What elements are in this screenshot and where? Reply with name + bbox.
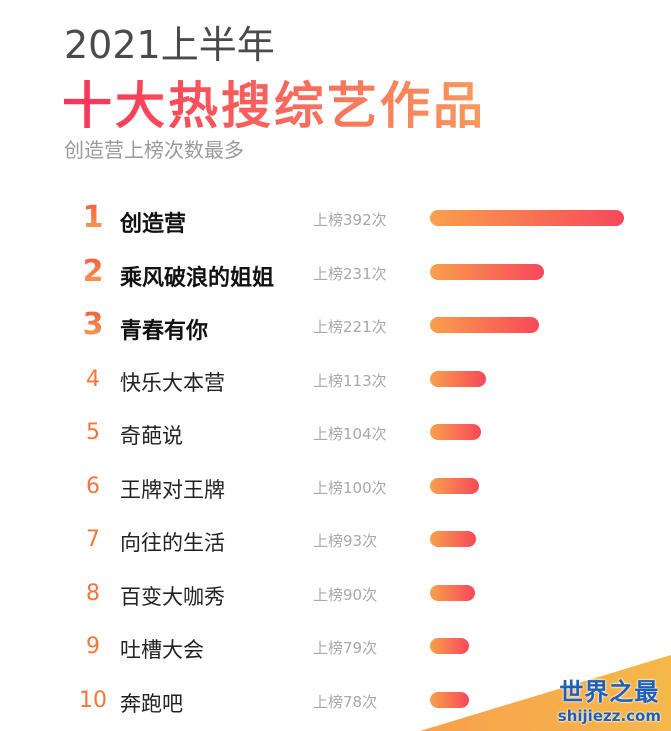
bar (430, 477, 480, 494)
value-label: 上榜113次 (313, 371, 387, 390)
rank-label: 7 (86, 527, 100, 552)
rank-label: 1 (78, 200, 108, 235)
category-label: 青春有你 (120, 319, 209, 344)
value-label: 上榜221次 (313, 318, 387, 336)
subtitle: 创造营上榜次数最多 (64, 138, 244, 162)
category-label: 奔跑吧 (120, 691, 183, 716)
chart-row: 2 乘风破浪的姐姐 上榜231次 (0, 252, 671, 292)
chart-row: 4 快乐大本营 上榜113次 (0, 359, 671, 399)
chart-row: 8 百变大咖秀 上榜90次 (0, 573, 671, 613)
category-label: 快乐大本营 (120, 370, 225, 395)
bar (430, 263, 545, 280)
category-label: 乘风破浪的姐姐 (120, 265, 275, 291)
value-label: 上榜93次 (313, 532, 378, 550)
value-label: 上榜79次 (313, 639, 378, 657)
value-label: 上榜104次 (313, 425, 387, 443)
bar (430, 531, 477, 547)
rank-label: 4 (86, 366, 100, 392)
rank-label: 6 (86, 473, 100, 499)
year-title: 2021上半年 (64, 23, 275, 67)
value-label: 上榜78次 (313, 692, 378, 711)
chart-row: 5 奇葩说 上榜104次 (0, 412, 671, 452)
bar (430, 317, 540, 333)
category-label: 王牌对王牌 (120, 477, 225, 502)
value-label: 上榜100次 (313, 478, 387, 497)
chart-row: 7 向往的生活 上榜93次 (0, 519, 671, 559)
chart-row: 9 吐槽大会 上榜79次 (0, 626, 671, 666)
chart-row: 3 青春有你 上榜221次 (0, 305, 671, 345)
bar (430, 424, 482, 440)
rank-label: 10 (79, 687, 107, 713)
category-label: 吐槽大会 (120, 638, 204, 662)
chart-row: 6 王牌对王牌 上榜100次 (0, 466, 671, 506)
rank-label: 9 (86, 634, 100, 659)
chart-row: 10 奔跑吧 上榜78次 (0, 680, 671, 720)
rank-label: 2 (78, 254, 108, 289)
category-label: 奇葩说 (120, 424, 183, 448)
value-label: 上榜90次 (313, 585, 378, 604)
rank-label: 3 (78, 307, 108, 342)
bar (430, 210, 624, 226)
value-label: 上榜392次 (313, 211, 387, 229)
main-title: 十大热搜综艺作品 (62, 66, 486, 138)
category-label: 创造营 (120, 212, 187, 237)
bar (430, 370, 486, 387)
category-label: 百变大咖秀 (120, 584, 225, 609)
bar (430, 638, 470, 654)
bar (430, 584, 475, 601)
chart-row: 1 创造营 上榜392次 (0, 198, 671, 238)
rank-label: 5 (86, 420, 100, 445)
bar (430, 691, 469, 708)
value-label: 上榜231次 (313, 264, 387, 283)
watermark-logo: 世界之最 shijiezz.com (557, 678, 661, 725)
rank-label: 8 (86, 580, 100, 606)
category-label: 向往的生活 (120, 531, 225, 555)
